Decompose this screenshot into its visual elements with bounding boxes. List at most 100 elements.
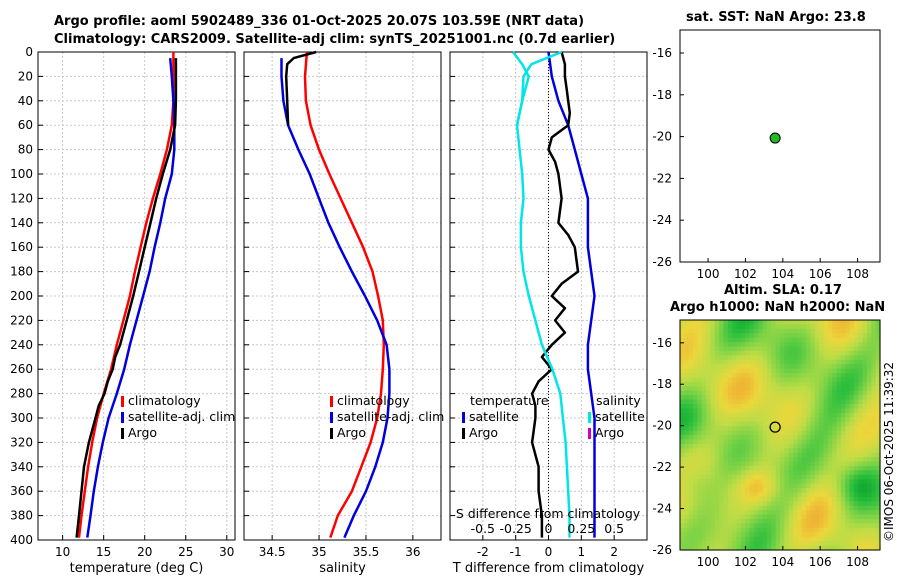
sla-cell <box>819 350 825 356</box>
sla-cell <box>819 439 825 445</box>
sla-cell <box>862 377 868 383</box>
sla-cell <box>853 399 859 405</box>
sla-cell <box>819 536 825 542</box>
sla-cell <box>836 523 842 529</box>
sla-cell <box>866 390 872 396</box>
sla-cell <box>832 333 838 339</box>
sla-cell <box>684 390 690 396</box>
sla-cell <box>840 417 846 423</box>
sla-cell <box>740 386 746 392</box>
sla-cell <box>862 337 868 343</box>
sla-cell <box>823 532 829 538</box>
sla-cell <box>771 359 777 365</box>
sla-cell <box>719 368 725 374</box>
sla-cell <box>706 404 712 410</box>
sla-cell <box>871 328 877 334</box>
sla-cell <box>823 514 829 520</box>
sla-cell <box>814 355 820 361</box>
sla-cell <box>840 324 846 330</box>
sla-cell <box>810 404 816 410</box>
legend-entry: satellite <box>595 409 645 424</box>
sla-cell <box>866 448 872 454</box>
sla-cell <box>697 426 703 432</box>
sla-cell <box>719 461 725 467</box>
sla-cell <box>788 443 794 449</box>
sla-cell <box>788 465 794 471</box>
sla-cell <box>788 514 794 520</box>
sla-cell <box>866 479 872 485</box>
sla-cell <box>771 346 777 352</box>
sla-cell <box>814 501 820 507</box>
sla-cell <box>688 333 694 339</box>
sla-cell <box>806 545 812 551</box>
sla-cell <box>832 412 838 418</box>
sla-cell <box>788 519 794 525</box>
sla-cell <box>819 390 825 396</box>
sla-cell <box>840 421 846 427</box>
sla-cell <box>736 514 742 520</box>
sla-cell <box>684 496 690 502</box>
sla-cell <box>840 377 846 383</box>
sla-cell <box>762 320 768 326</box>
sla-cell <box>810 505 816 511</box>
sla-cell <box>680 452 685 458</box>
sla-cell <box>727 390 733 396</box>
sla-cell <box>836 333 842 339</box>
sla-cell <box>793 342 798 348</box>
sla-cell <box>814 390 820 396</box>
sla-cell <box>827 461 833 467</box>
sla-cell <box>810 346 816 352</box>
sla-cell <box>866 452 872 458</box>
x-tick-label: 30 <box>219 545 234 559</box>
sla-cell <box>780 381 785 387</box>
sla-cell <box>766 496 772 502</box>
sla-cell <box>775 368 781 374</box>
sla-cell <box>775 443 781 449</box>
sla-cell <box>836 470 842 476</box>
sla-cell <box>853 368 859 374</box>
sla-cell <box>714 395 720 401</box>
sla-cell <box>749 377 755 383</box>
sla-cell <box>840 479 846 485</box>
sla-cell <box>871 342 877 348</box>
sla-cell <box>862 421 868 427</box>
sla-cell <box>684 488 690 494</box>
sla-cell <box>853 479 859 485</box>
sla-cell <box>836 496 842 502</box>
sla-cell <box>845 342 851 348</box>
sla-cell <box>862 342 868 348</box>
sla-cell <box>784 408 790 414</box>
sla-cell <box>840 443 846 449</box>
sla-cell <box>727 523 733 529</box>
sla-cell <box>710 461 716 467</box>
sla-cell <box>736 324 742 330</box>
sla-cell <box>736 412 742 418</box>
sla-cell <box>701 514 707 520</box>
sla-cell <box>810 364 816 370</box>
sla-cell <box>732 496 738 502</box>
sla-cell <box>736 421 742 427</box>
sla-cell <box>784 355 790 361</box>
sla-cell <box>684 514 690 520</box>
sla-cell <box>723 359 729 365</box>
sla-cell <box>814 404 820 410</box>
sla-cell <box>727 448 733 454</box>
sla-cell <box>740 443 746 449</box>
sla-cell <box>793 408 798 414</box>
sla-cell <box>766 452 772 458</box>
sla-cell <box>797 328 803 334</box>
sla-cell <box>832 532 838 538</box>
sla-cell <box>693 333 698 339</box>
sla-cell <box>801 514 807 520</box>
sla-cell <box>797 479 803 485</box>
sla-cell <box>871 474 877 480</box>
sla-cell <box>788 355 794 361</box>
sla-cell <box>775 492 781 498</box>
sla-cell <box>858 523 864 529</box>
sla-cell <box>706 510 712 516</box>
sla-cell <box>745 373 751 379</box>
sla-cell <box>701 368 707 374</box>
sla-cell <box>823 541 829 547</box>
sla-cell <box>845 377 851 383</box>
